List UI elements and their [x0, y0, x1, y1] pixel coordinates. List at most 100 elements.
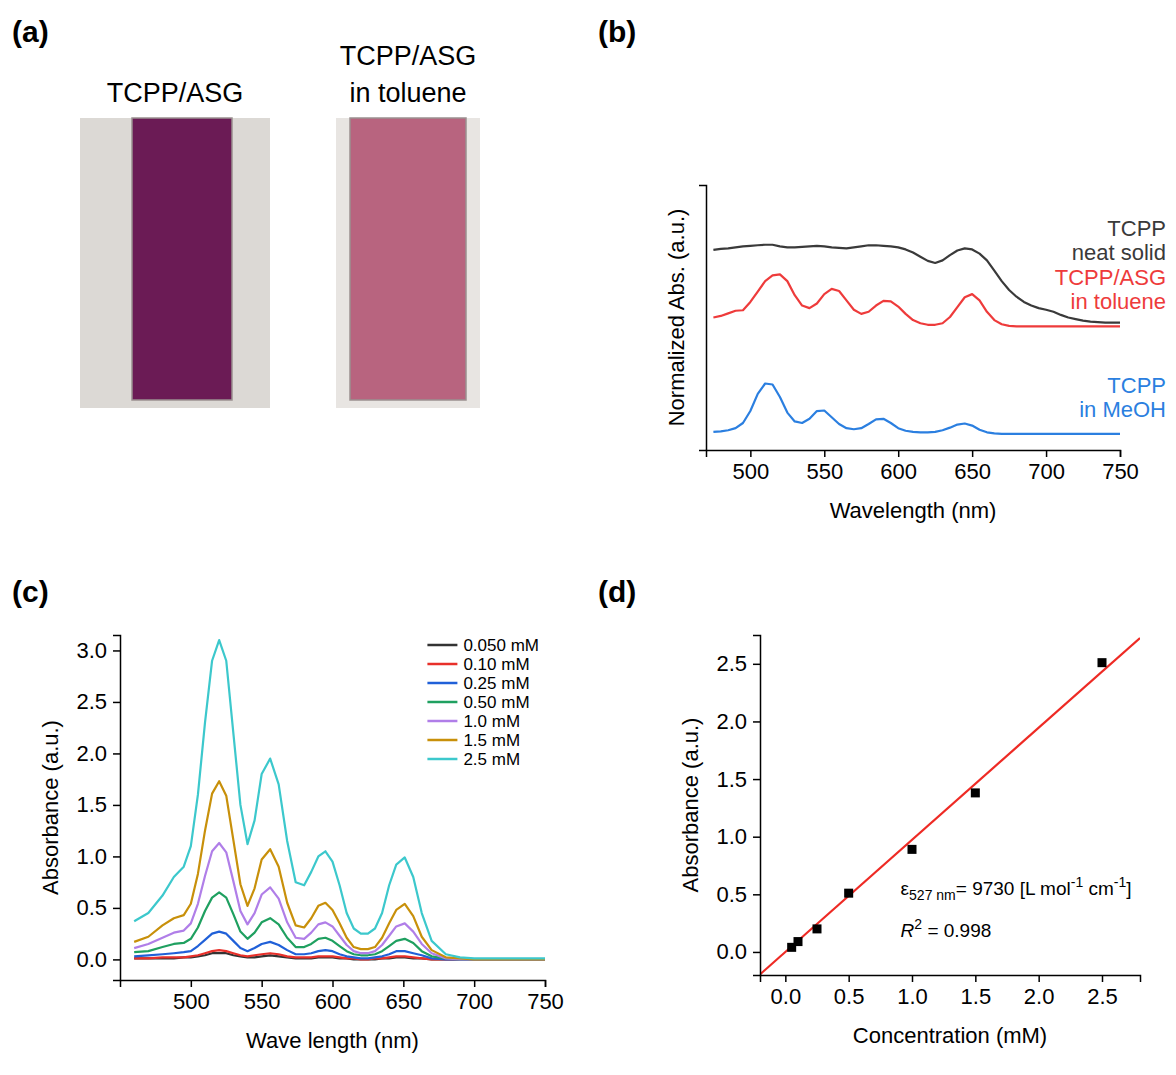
legend-swatch	[427, 644, 457, 647]
y-axis	[699, 186, 707, 451]
tick-mark	[113, 908, 120, 910]
tick-label: 550	[806, 459, 843, 484]
tick: 600	[315, 980, 352, 1014]
tick-mark	[332, 980, 334, 987]
series-line	[134, 892, 545, 959]
data-point	[1098, 658, 1107, 667]
tick: 550	[244, 980, 281, 1014]
axis-line	[761, 976, 1141, 983]
tick-mark	[753, 721, 760, 723]
series-line	[713, 383, 1120, 433]
tick-mark	[113, 650, 120, 652]
tick-label: 2.5	[716, 651, 747, 676]
tick: 550	[806, 450, 843, 484]
tick-mark	[1120, 450, 1122, 457]
legend-swatch	[427, 739, 457, 742]
tick: 0.5	[76, 895, 120, 920]
tick-mark	[113, 702, 120, 704]
x-axis: 0.00.51.01.52.02.5	[761, 975, 1141, 1009]
tick-label: 1.5	[716, 767, 747, 792]
tick-label: 0.5	[716, 882, 747, 907]
photo-caption: TCPP/ASG	[107, 78, 244, 108]
tick: 2.5	[716, 651, 760, 676]
annotation-part: = 9730 [L mol	[956, 878, 1071, 899]
tick-label: 3.0	[76, 638, 107, 663]
tick: 1.5	[76, 792, 120, 817]
data-point	[844, 889, 853, 898]
tick-mark	[824, 450, 826, 457]
axis-line	[121, 981, 546, 988]
legend: 0.050 mM0.10 mM0.25 mM0.50 mM1.0 mM1.5 m…	[427, 636, 539, 769]
tick-label: 500	[732, 459, 769, 484]
tick-label: 700	[456, 989, 493, 1014]
tick: 750	[1102, 450, 1139, 484]
photo-background	[336, 118, 480, 408]
annotation-part: -1	[1071, 874, 1084, 890]
annotation-part: cm	[1083, 878, 1114, 899]
tick-label: 750	[527, 989, 564, 1014]
tick-label: 1.5	[961, 984, 992, 1009]
figure-canvas: (a)TCPP/ASGTCPP/ASGin toluene50055060065…	[0, 0, 1176, 1075]
tick: 600	[880, 450, 917, 484]
tick: 1.0	[716, 824, 760, 849]
tick-mark	[898, 450, 900, 457]
tick-label: 2.0	[1024, 984, 1055, 1009]
tick: 0.0	[76, 947, 120, 972]
data-point	[908, 845, 917, 854]
tick-label: 2.5	[1087, 984, 1118, 1009]
legend-label: 2.5 mM	[463, 750, 520, 769]
y-axis-title: Absorbance (a.u.)	[38, 720, 63, 895]
y-axis: 0.0 0.5 1.0 1.5 2.0 2.5	[716, 636, 760, 976]
tick-mark	[753, 664, 760, 666]
x-axis-title: Concentration (mM)	[853, 1023, 1047, 1048]
tick: 700	[1028, 450, 1065, 484]
tick-mark	[191, 980, 193, 987]
tick-mark	[972, 450, 974, 457]
photo-background	[80, 118, 270, 408]
tick: 700	[456, 980, 493, 1014]
tick: 0.0	[771, 975, 802, 1009]
tick-label: 600	[315, 989, 352, 1014]
tick: 2.5	[1087, 975, 1118, 1009]
tick: 2.0	[76, 741, 120, 766]
tick-mark	[750, 450, 752, 457]
tick-mark	[912, 975, 914, 982]
cuvette	[350, 118, 466, 400]
legend-swatch	[427, 758, 457, 761]
annotation-part: -1	[1114, 874, 1127, 890]
plot-marks	[760, 638, 1140, 974]
tick-label: 600	[880, 459, 917, 484]
annotation-part: = 0.998	[922, 920, 991, 941]
tick: 3.0	[76, 638, 120, 663]
legend-swatch	[427, 682, 457, 685]
data-point	[971, 788, 980, 797]
series-label: TCPPin MeOH	[1079, 373, 1166, 422]
tick-mark	[403, 980, 405, 987]
axis-line	[699, 186, 707, 451]
tick-label: 2.0	[716, 709, 747, 734]
annotation-part: 527 nm	[909, 887, 956, 903]
panel-label: (a)	[12, 15, 49, 48]
annotation-part: R	[901, 920, 915, 941]
data-point	[794, 937, 803, 946]
tick-label: 1.5	[76, 792, 107, 817]
annotation-part: 2	[914, 916, 922, 932]
tick: 500	[173, 980, 210, 1014]
tick-label: 0.0	[716, 939, 747, 964]
figure: (a)TCPP/ASGTCPP/ASGin toluene50055060065…	[0, 0, 1176, 1075]
tick-mark	[975, 975, 977, 982]
tick-mark	[848, 975, 850, 982]
tick-label: 750	[1102, 459, 1139, 484]
panel-label: (b)	[598, 15, 636, 48]
tick-mark	[1046, 450, 1048, 457]
fit-line	[760, 638, 1140, 974]
legend-label: 1.0 mM	[463, 712, 520, 731]
tick-mark	[113, 753, 120, 755]
series-line	[134, 640, 545, 958]
tick: 1.0	[76, 844, 120, 869]
y-axis-title: Normalized Abs. (a.u.)	[664, 209, 689, 427]
tick: 750	[527, 980, 564, 1014]
tick-mark	[753, 952, 760, 954]
data-point	[813, 924, 822, 933]
photo-caption: TCPP/ASGin toluene	[340, 41, 477, 108]
